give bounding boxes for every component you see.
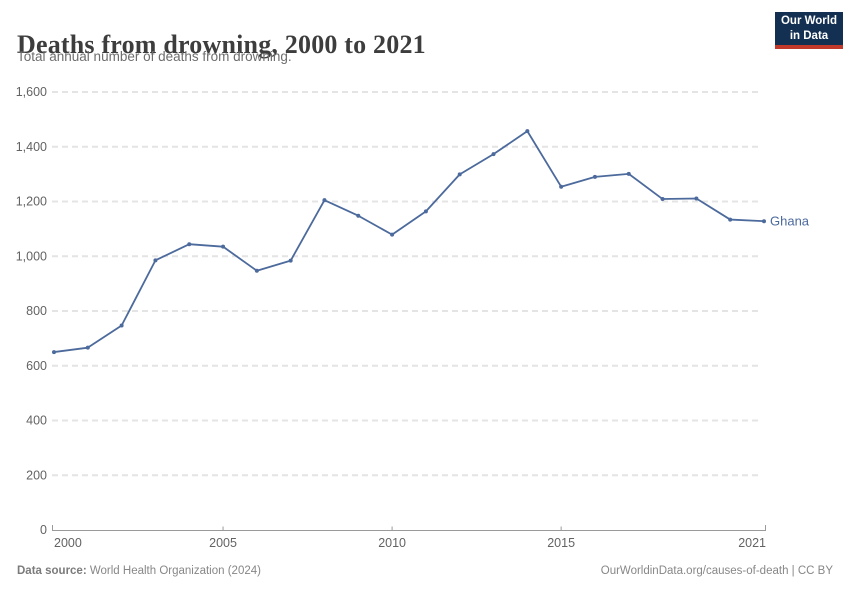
chart-subtitle: Total annual number of deaths from drown… bbox=[17, 49, 292, 64]
x-axis-tick-label: 2010 bbox=[378, 536, 406, 550]
line-chart-plot-area[interactable]: 0 200 400 600 800 1,000 1,200 1,400 1,600 2000 200… bbox=[0, 0, 850, 560]
data-source-note: Data source: World Health Organization (… bbox=[17, 565, 261, 577]
data-point[interactable] bbox=[592, 174, 597, 179]
data-point[interactable] bbox=[221, 244, 226, 249]
owid-logo[interactable]: Our World in Data bbox=[775, 12, 843, 49]
data-point[interactable] bbox=[390, 232, 395, 237]
y-axis-tick-label: 400 bbox=[26, 414, 47, 428]
y-axis-tick-label: 1,600 bbox=[16, 85, 47, 99]
y-axis-tick-label: 600 bbox=[26, 359, 47, 373]
chart-footer: Data source: World Health Organization (… bbox=[17, 565, 833, 577]
y-axis-tick-label: 1,400 bbox=[16, 140, 47, 154]
data-point[interactable] bbox=[288, 258, 293, 263]
data-point[interactable] bbox=[153, 258, 158, 263]
owid-logo-line1: Our World bbox=[780, 15, 837, 28]
data-line-ghana[interactable] bbox=[53, 130, 765, 353]
data-point[interactable] bbox=[660, 197, 665, 202]
y-axis-tick-label: 0 bbox=[40, 523, 47, 537]
owid-attribution-link[interactable]: OurWorldinData.org/causes-of-death | CC … bbox=[600, 565, 833, 577]
data-point[interactable] bbox=[728, 217, 733, 222]
y-axis-tick-label: 200 bbox=[26, 468, 47, 482]
data-point[interactable] bbox=[52, 350, 56, 355]
data-point[interactable] bbox=[423, 209, 428, 214]
x-axis-tick-label: 2015 bbox=[547, 536, 575, 550]
data-point[interactable] bbox=[356, 213, 361, 218]
owid-logo-line2: in Data bbox=[789, 29, 829, 42]
series-label-ghana[interactable]: Ghana bbox=[770, 214, 810, 229]
data-point[interactable] bbox=[322, 198, 327, 203]
y-axis-tick-label: 1,200 bbox=[16, 195, 47, 209]
x-axis-tick-label: 2021 bbox=[738, 536, 766, 550]
data-point[interactable] bbox=[626, 171, 631, 176]
data-point[interactable] bbox=[187, 242, 192, 247]
data-point[interactable] bbox=[85, 345, 90, 350]
data-point[interactable] bbox=[457, 172, 462, 177]
data-point[interactable] bbox=[525, 129, 530, 134]
data-point[interactable] bbox=[694, 196, 699, 201]
data-point[interactable] bbox=[762, 219, 766, 224]
data-point[interactable] bbox=[491, 152, 496, 157]
data-point[interactable] bbox=[254, 268, 259, 273]
data-point[interactable] bbox=[559, 184, 564, 189]
y-axis-tick-label: 800 bbox=[26, 304, 47, 318]
page-title: Deaths from drowning, 2000 to 2021 bbox=[17, 30, 426, 60]
x-axis-tick-label: 2005 bbox=[209, 536, 237, 550]
y-axis-tick-label: 1,000 bbox=[16, 249, 47, 263]
data-source-label: Data source: bbox=[17, 565, 87, 577]
x-axis-tick-label: 2000 bbox=[54, 536, 82, 550]
data-source-text: World Health Organization (2024) bbox=[86, 565, 261, 577]
data-point[interactable] bbox=[119, 323, 124, 328]
